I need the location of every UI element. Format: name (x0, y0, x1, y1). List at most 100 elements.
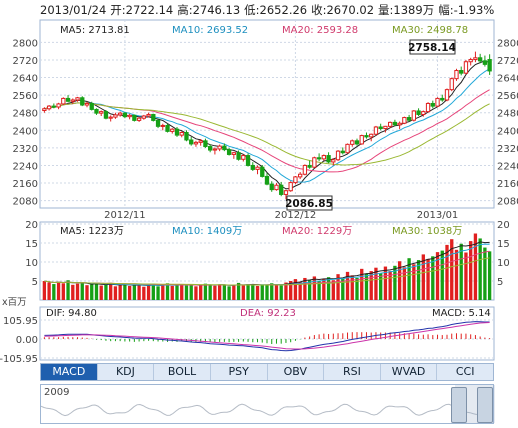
candlestick (298, 172, 303, 180)
candlestick (397, 121, 402, 130)
volume-bar (151, 283, 155, 300)
quote-header: 2013/01/24 开:2722.14 高:2746.13 低:2652.26 收:2… (40, 2, 498, 18)
candlestick (61, 97, 66, 106)
candlestick (279, 181, 284, 197)
candlestick (416, 108, 421, 117)
candlestick (402, 116, 407, 125)
tab-cci[interactable]: CCI (455, 365, 475, 378)
tab-psy[interactable]: PSY (211, 364, 268, 380)
volume-bar (284, 282, 288, 300)
candlestick (122, 112, 128, 119)
price-y-tick: 2560 (13, 91, 38, 102)
volume-bar (336, 274, 340, 300)
price-y-tick: 2800 (13, 38, 38, 49)
volume-y-tick: 20 (25, 220, 38, 231)
volume-y-tick: 5 (32, 277, 38, 288)
tab-kdj[interactable]: KDJ (98, 364, 155, 380)
navigator-sparkline (41, 403, 492, 417)
volume-bar (194, 286, 198, 300)
volume-y-tick: 10 (25, 258, 38, 269)
macd-pane-frame (39, 306, 495, 361)
candlestick (482, 55, 488, 67)
volume-bar (189, 284, 193, 300)
candlestick (46, 105, 52, 111)
tab-rsi[interactable]: RSI (324, 364, 381, 380)
candlestick (198, 139, 203, 146)
volume-bar (364, 273, 369, 300)
volume-bar (94, 283, 99, 300)
volume-bar (109, 282, 113, 300)
volume-bar (180, 284, 184, 300)
volume-bar (222, 285, 227, 300)
volume-y-tick: 15 (25, 239, 38, 250)
volume-bar (289, 281, 293, 300)
candlestick (118, 111, 123, 117)
price-y-tick: 2640 (13, 74, 38, 85)
candlestick (255, 165, 260, 175)
price-ma20-label: MA20: 2593.28 (282, 25, 358, 36)
volume-bar (251, 284, 255, 300)
macd-dea-label: DEA: 92.23 (240, 308, 296, 319)
chart-canvas[interactable]: 2800 2800 2720 2720 2640 2640 2560 2560 2480 2480… (0, 0, 518, 362)
candlestick (75, 96, 80, 102)
price-y-tick-right: 2400 (497, 126, 518, 137)
candlestick (103, 110, 109, 120)
candlestick (184, 130, 189, 142)
candlestick (113, 112, 118, 119)
candlestick (231, 151, 236, 159)
candlestick (359, 134, 364, 145)
candlestick (487, 54, 492, 75)
candlestick (283, 189, 289, 200)
navigator-right-handle[interactable] (477, 387, 493, 423)
tab-wvad[interactable]: WVAD (381, 364, 438, 380)
volume-y-tick-right: 15 (497, 239, 510, 250)
volume-ma30-line (44, 257, 490, 286)
candlestick (274, 183, 279, 191)
volume-bar (208, 284, 212, 300)
volume-bar (90, 284, 94, 300)
volume-bar (241, 285, 245, 300)
candlestick (42, 107, 47, 113)
volume-bar (341, 278, 345, 300)
tab-obv[interactable]: OBV (268, 364, 325, 380)
volume-bar (374, 267, 378, 300)
navigator-left-handle[interactable] (451, 387, 467, 423)
volume-bar (350, 275, 354, 300)
volume-bar (56, 281, 61, 300)
candlestick (264, 173, 270, 186)
volume-bar (236, 282, 241, 300)
tab-macd[interactable]: MACD (41, 364, 98, 380)
candlestick (132, 114, 137, 122)
volume-bar (431, 256, 435, 300)
price-x-tick: 2013/01 (417, 210, 459, 221)
macd-y-tick: -105.95 (0, 354, 38, 362)
candlestick (383, 125, 388, 133)
candlestick (94, 108, 99, 115)
volume-bar (217, 284, 222, 300)
volume-bar (80, 282, 84, 300)
tab-boll[interactable]: BOLL (154, 364, 211, 380)
volume-bar (303, 277, 307, 300)
candlestick (449, 77, 454, 92)
candlestick (151, 113, 156, 122)
candlestick (65, 95, 71, 103)
candlestick (217, 144, 222, 152)
candlestick (454, 68, 459, 81)
candlestick (208, 144, 213, 153)
volume-bar (71, 284, 75, 300)
volume-bar (146, 284, 151, 300)
price-y-tick-right: 2320 (497, 144, 518, 155)
price-y-tick: 2720 (13, 56, 38, 67)
price-y-tick-right: 2480 (497, 109, 518, 120)
candlestick (321, 154, 326, 161)
volume-bar (345, 271, 350, 300)
svg-text:2086.85: 2086.85 (285, 198, 333, 210)
price-y-tick: 2400 (13, 126, 38, 137)
volume-ma10-label: MA10: 1409万 (172, 226, 242, 237)
candlestick (170, 128, 175, 134)
volume-bar (246, 284, 250, 300)
quote-close: 收:2670.02 (311, 3, 375, 17)
time-navigator[interactable]: 2009 (40, 384, 495, 424)
price-y-tick-right: 2240 (497, 161, 518, 172)
candlestick (174, 126, 180, 137)
